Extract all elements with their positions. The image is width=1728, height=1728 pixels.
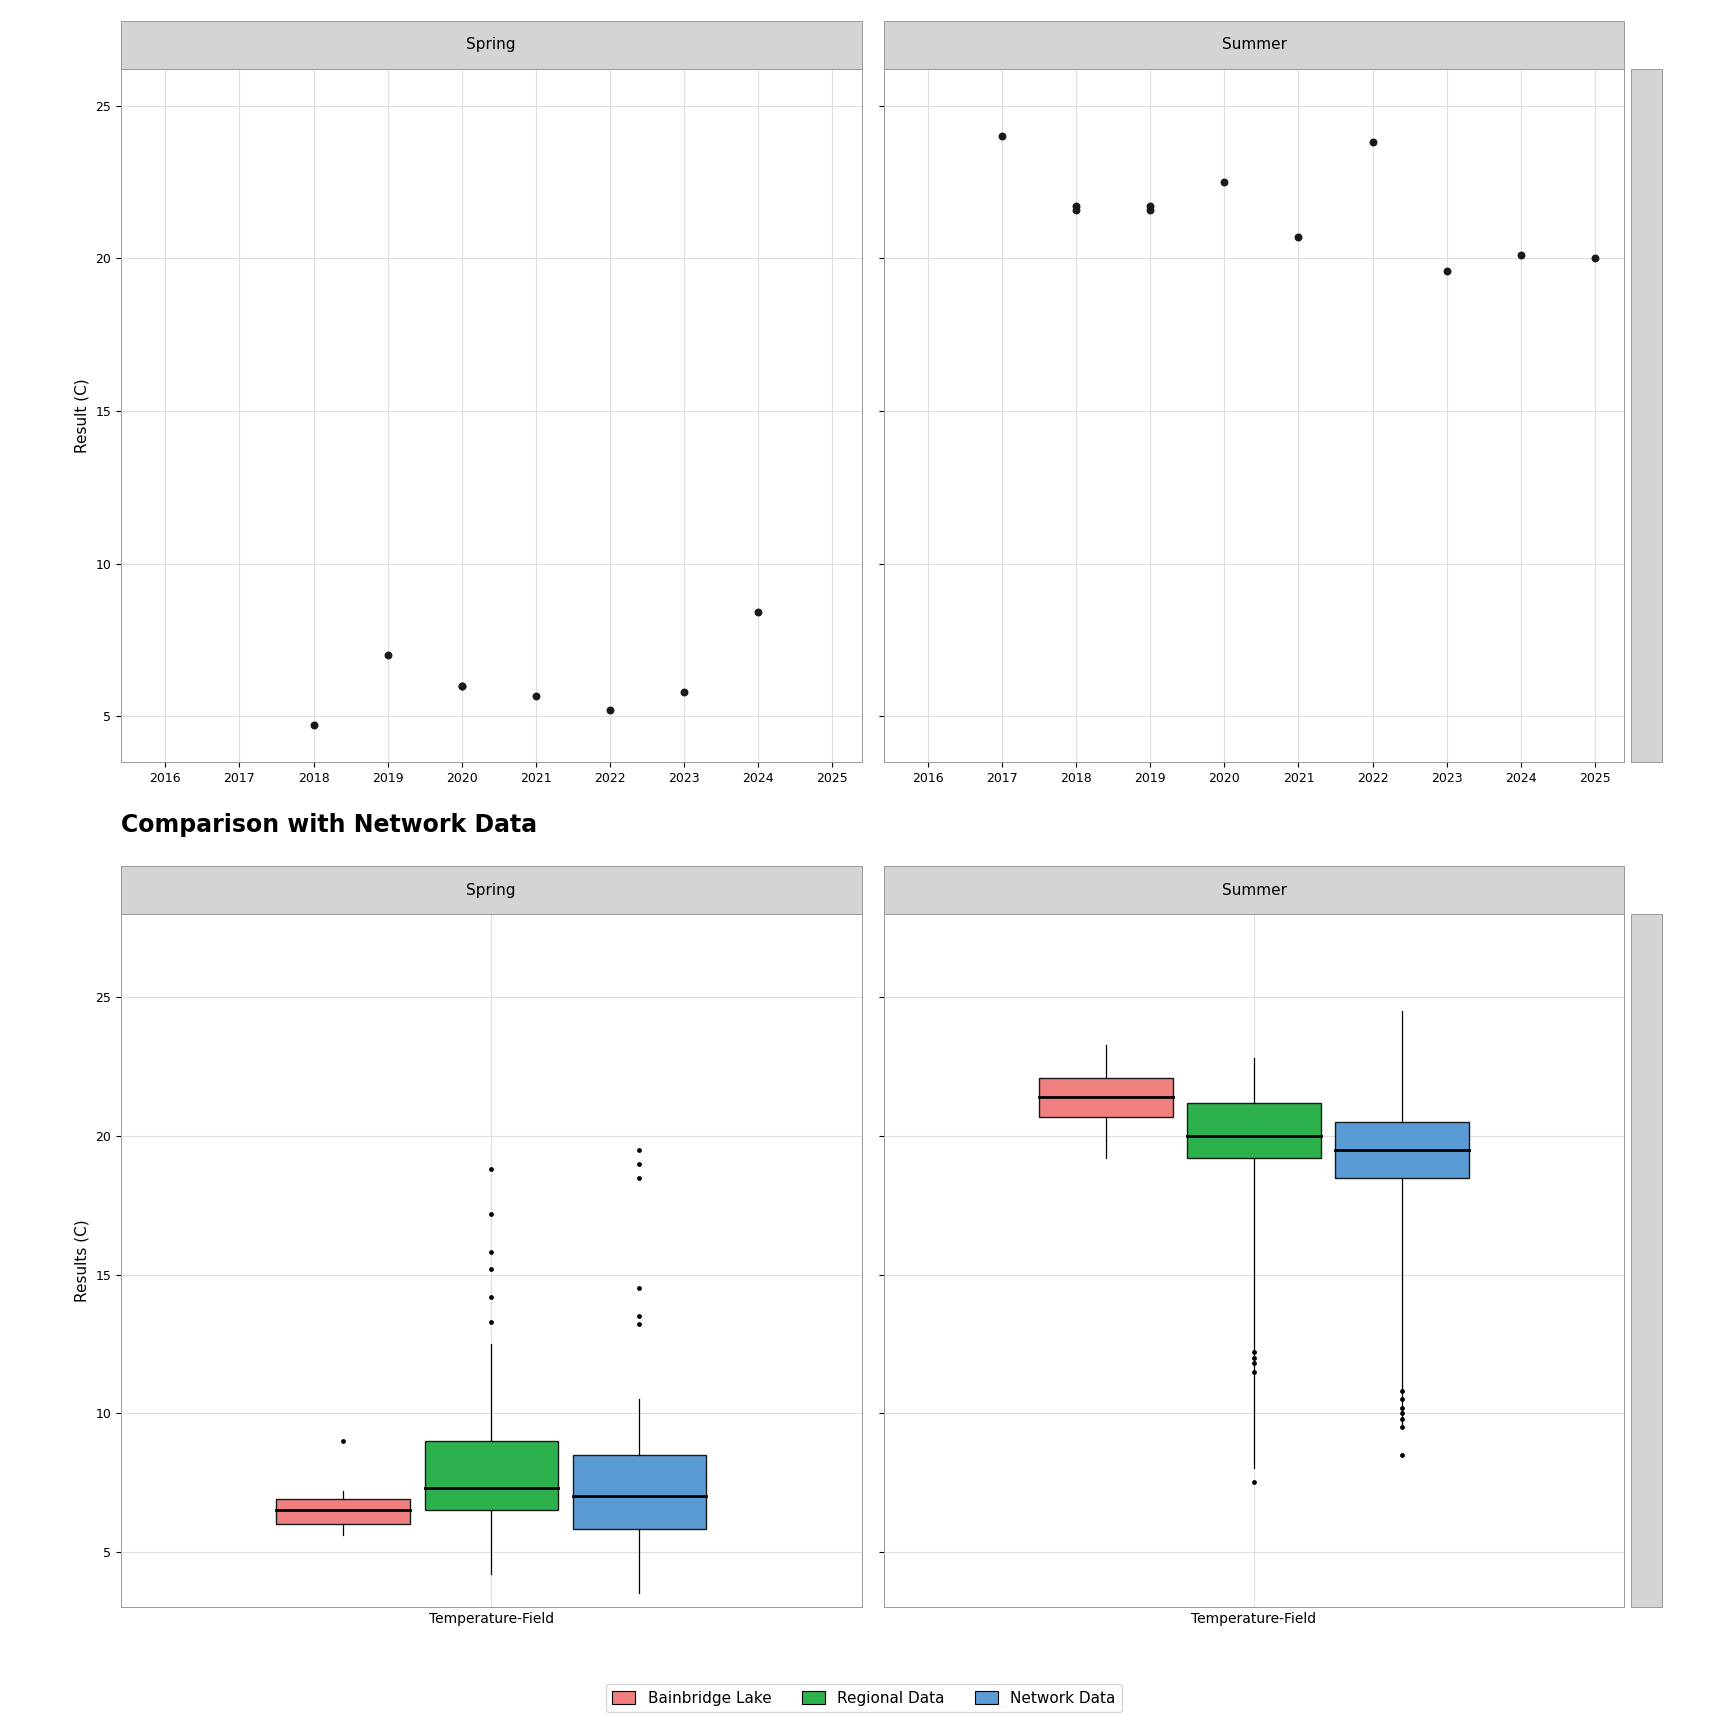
Point <box>670 677 698 705</box>
Point <box>596 696 624 724</box>
Point <box>1211 168 1239 195</box>
Point <box>626 1303 653 1331</box>
Point <box>1388 1441 1415 1469</box>
Point <box>626 1310 653 1337</box>
Point <box>1358 128 1386 156</box>
Point <box>330 1427 358 1455</box>
Point <box>626 1275 653 1303</box>
Bar <box>425 1441 558 1510</box>
Point <box>1063 195 1090 223</box>
Y-axis label: Results (C): Results (C) <box>74 1220 90 1301</box>
Text: Epilimnion: Epilimnion <box>1640 1229 1654 1293</box>
Legend: Bainbridge Lake, Regional Data, Network Data: Bainbridge Lake, Regional Data, Network … <box>607 1685 1121 1712</box>
Point <box>1388 1386 1415 1414</box>
Bar <box>276 1498 410 1524</box>
Point <box>477 1239 505 1267</box>
Point <box>626 1163 653 1191</box>
Point <box>1284 223 1312 251</box>
Point <box>1507 242 1534 270</box>
Point <box>1137 195 1165 223</box>
Point <box>1388 1405 1415 1433</box>
Bar <box>572 1455 707 1529</box>
Point <box>1388 1414 1415 1441</box>
Bar <box>1336 1121 1469 1177</box>
Point <box>1241 1350 1268 1377</box>
Point <box>1388 1377 1415 1405</box>
Point <box>477 1199 505 1227</box>
Point <box>1433 257 1460 285</box>
Point <box>477 1255 505 1282</box>
Point <box>299 712 327 740</box>
Y-axis label: Result (C): Result (C) <box>74 378 90 453</box>
Point <box>1063 192 1090 219</box>
Point <box>1388 1394 1415 1422</box>
Point <box>522 683 550 710</box>
Point <box>626 1135 653 1163</box>
Point <box>373 641 401 669</box>
Point <box>1388 1400 1415 1427</box>
Point <box>1241 1344 1268 1372</box>
Point <box>1241 1358 1268 1386</box>
Text: Epilimnion: Epilimnion <box>1640 384 1654 448</box>
Bar <box>1039 1078 1173 1116</box>
Point <box>477 1308 505 1336</box>
Point <box>988 123 1016 150</box>
Point <box>477 1156 505 1184</box>
Point <box>477 1282 505 1310</box>
Text: Comparison with Network Data: Comparison with Network Data <box>121 812 537 836</box>
Point <box>745 598 772 626</box>
Point <box>1137 192 1165 219</box>
Point <box>448 672 475 700</box>
Bar <box>1187 1102 1320 1158</box>
Point <box>448 672 475 700</box>
Point <box>1581 244 1609 271</box>
Point <box>626 1149 653 1177</box>
Point <box>1241 1337 1268 1365</box>
Point <box>1241 1469 1268 1496</box>
